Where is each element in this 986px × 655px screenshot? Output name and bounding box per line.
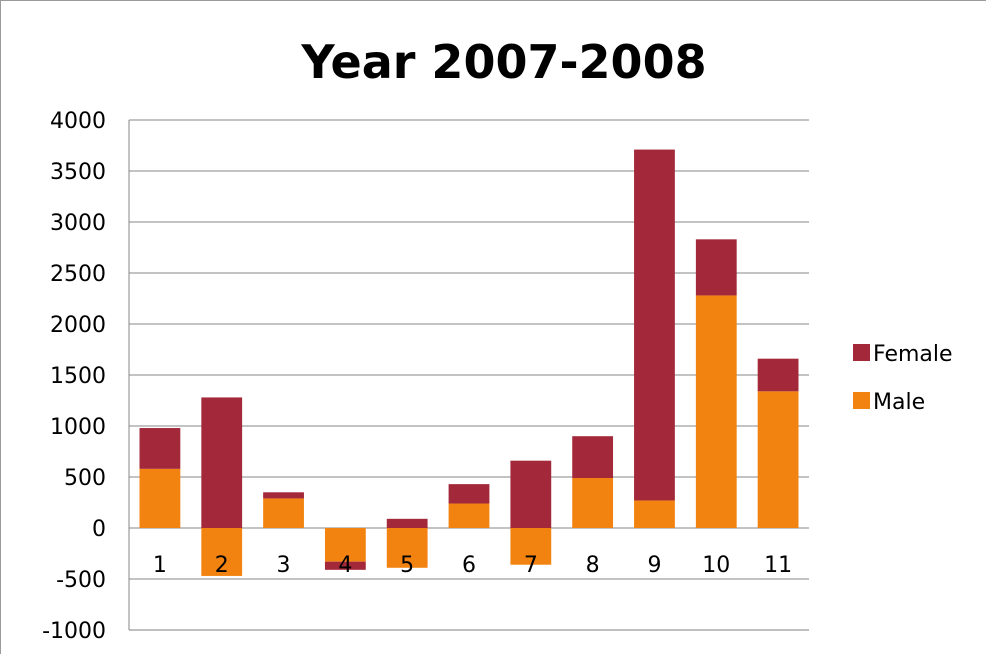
bar-male-4 <box>324 528 366 562</box>
bar-male-7 <box>510 528 552 565</box>
bar-male-5 <box>386 528 428 568</box>
bar-male-8 <box>572 478 614 528</box>
x-axis-labels: 1 2 3 4 5 6 7 8 9 10 11 <box>153 553 792 578</box>
x-tick-label: 11 <box>764 553 792 578</box>
y-tick-label: 500 <box>64 466 106 491</box>
bar-male-10 <box>695 295 737 528</box>
x-tick-label: 3 <box>277 553 291 578</box>
y-tick-label: -1000 <box>42 619 106 644</box>
bar-male-3 <box>263 498 304 528</box>
bars <box>139 149 799 576</box>
y-tick-label: 0 <box>92 517 106 542</box>
x-tick-label: 1 <box>153 553 167 578</box>
bar-male-1 <box>139 468 181 528</box>
bar-male-6 <box>448 503 490 528</box>
bar-male-2 <box>201 528 243 576</box>
bar-female-8 <box>572 436 614 479</box>
legend-label-female: Female <box>873 342 953 367</box>
legend-label-male: Male <box>873 390 925 415</box>
x-tick-label: 6 <box>462 553 476 578</box>
bar-female-10 <box>695 239 737 296</box>
bar-male-9 <box>634 500 675 528</box>
bar-female-5 <box>386 518 428 528</box>
bar-female-7 <box>510 460 552 528</box>
bar-female-9 <box>634 149 675 501</box>
x-tick-label: 5 <box>400 553 414 578</box>
y-tick-label: 1500 <box>50 364 106 389</box>
bar-female-2 <box>201 397 243 528</box>
legend: Female Male <box>853 342 953 415</box>
y-tick-label: 1000 <box>50 415 106 440</box>
x-tick-label: 9 <box>647 553 661 578</box>
y-tick-label: 4000 <box>50 109 106 134</box>
bar-female-3 <box>263 492 304 499</box>
x-tick-label: 7 <box>524 553 538 578</box>
bar-female-4 <box>324 561 366 570</box>
y-tick-label: 2000 <box>50 313 106 338</box>
y-tick-label: 3500 <box>50 160 106 185</box>
legend-swatch-male <box>853 392 870 409</box>
y-tick-label: -500 <box>56 568 106 593</box>
bar-male-11 <box>757 391 799 528</box>
bar-female-1 <box>139 428 181 469</box>
x-tick-label: 2 <box>215 553 229 578</box>
chart-title: Year 2007-2008 <box>300 35 706 89</box>
y-tick-label: 2500 <box>50 262 106 287</box>
legend-swatch-female <box>853 344 870 361</box>
x-tick-label: 8 <box>586 553 600 578</box>
y-tick-label: 3000 <box>50 211 106 236</box>
x-tick-label: 4 <box>338 553 352 578</box>
bar-female-11 <box>757 358 799 392</box>
y-axis: 4000 3500 3000 2500 2000 1500 1000 500 0 -500 -100… <box>42 109 130 644</box>
bar-female-6 <box>448 484 490 504</box>
x-tick-label: 10 <box>702 553 730 578</box>
